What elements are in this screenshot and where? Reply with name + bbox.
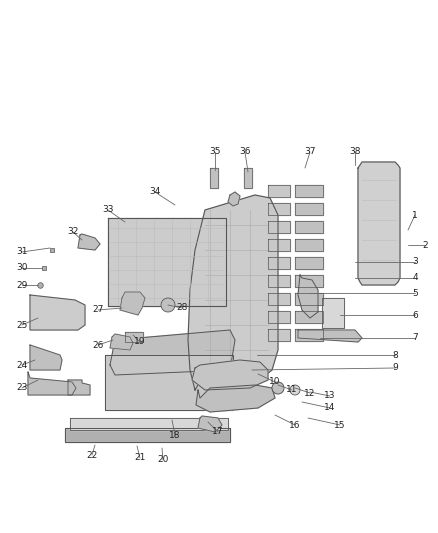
Text: 14: 14 <box>324 403 336 413</box>
Text: 1: 1 <box>412 211 418 220</box>
Text: 38: 38 <box>349 148 361 157</box>
Polygon shape <box>295 275 323 287</box>
Text: 4: 4 <box>412 273 418 282</box>
Polygon shape <box>295 221 323 233</box>
Polygon shape <box>198 416 222 432</box>
Text: 12: 12 <box>304 389 316 398</box>
Polygon shape <box>30 295 85 330</box>
Polygon shape <box>295 329 323 341</box>
Polygon shape <box>268 275 290 287</box>
Text: 24: 24 <box>16 360 28 369</box>
Text: 32: 32 <box>67 228 79 237</box>
Polygon shape <box>298 275 318 318</box>
Text: 27: 27 <box>92 305 104 314</box>
Circle shape <box>272 382 284 394</box>
Text: 5: 5 <box>412 288 418 297</box>
Polygon shape <box>108 218 226 306</box>
Polygon shape <box>28 372 76 395</box>
Polygon shape <box>268 221 290 233</box>
Polygon shape <box>268 329 290 341</box>
Polygon shape <box>188 195 278 390</box>
Polygon shape <box>192 360 268 390</box>
Text: 8: 8 <box>392 351 398 359</box>
Polygon shape <box>268 185 290 197</box>
Polygon shape <box>30 345 62 370</box>
Text: 7: 7 <box>412 334 418 343</box>
Polygon shape <box>120 292 145 315</box>
Text: 21: 21 <box>134 454 146 463</box>
Text: 35: 35 <box>209 148 221 157</box>
Text: 22: 22 <box>86 450 98 459</box>
Polygon shape <box>228 192 240 206</box>
Text: 13: 13 <box>324 392 336 400</box>
Text: 20: 20 <box>157 456 169 464</box>
Text: 11: 11 <box>286 385 298 394</box>
Text: 30: 30 <box>16 263 28 272</box>
Text: 34: 34 <box>149 188 161 197</box>
Polygon shape <box>268 239 290 251</box>
Text: 37: 37 <box>304 148 316 157</box>
Text: 29: 29 <box>16 280 28 289</box>
Polygon shape <box>78 234 100 250</box>
Polygon shape <box>244 168 252 188</box>
Polygon shape <box>110 334 133 350</box>
Text: 25: 25 <box>16 320 28 329</box>
Text: 33: 33 <box>102 206 114 214</box>
Text: 18: 18 <box>169 431 181 440</box>
Text: 15: 15 <box>334 421 346 430</box>
Text: 2: 2 <box>422 240 428 249</box>
Polygon shape <box>295 239 323 251</box>
Polygon shape <box>268 311 290 323</box>
Text: 31: 31 <box>16 247 28 256</box>
Polygon shape <box>68 380 90 395</box>
Text: 28: 28 <box>177 303 188 312</box>
Text: 10: 10 <box>269 377 281 386</box>
Polygon shape <box>210 168 218 188</box>
Polygon shape <box>268 293 290 305</box>
Polygon shape <box>358 162 400 285</box>
Polygon shape <box>268 203 290 215</box>
Polygon shape <box>322 298 344 328</box>
Polygon shape <box>105 355 233 410</box>
Text: 16: 16 <box>289 421 301 430</box>
Polygon shape <box>298 330 362 342</box>
Polygon shape <box>65 428 230 442</box>
Polygon shape <box>295 293 323 305</box>
Polygon shape <box>268 257 290 269</box>
Text: 3: 3 <box>412 257 418 266</box>
Text: 23: 23 <box>16 384 28 392</box>
Text: 9: 9 <box>392 364 398 373</box>
Text: 6: 6 <box>412 311 418 319</box>
Polygon shape <box>295 311 323 323</box>
Polygon shape <box>295 203 323 215</box>
Polygon shape <box>295 185 323 197</box>
Text: 36: 36 <box>239 148 251 157</box>
Polygon shape <box>196 385 275 412</box>
Text: 26: 26 <box>92 341 104 350</box>
Polygon shape <box>295 257 323 269</box>
Circle shape <box>161 298 175 312</box>
Circle shape <box>290 385 300 395</box>
Text: 19: 19 <box>134 337 146 346</box>
Polygon shape <box>110 330 235 375</box>
Text: 17: 17 <box>212 427 224 437</box>
Polygon shape <box>70 418 228 430</box>
Polygon shape <box>125 332 143 342</box>
